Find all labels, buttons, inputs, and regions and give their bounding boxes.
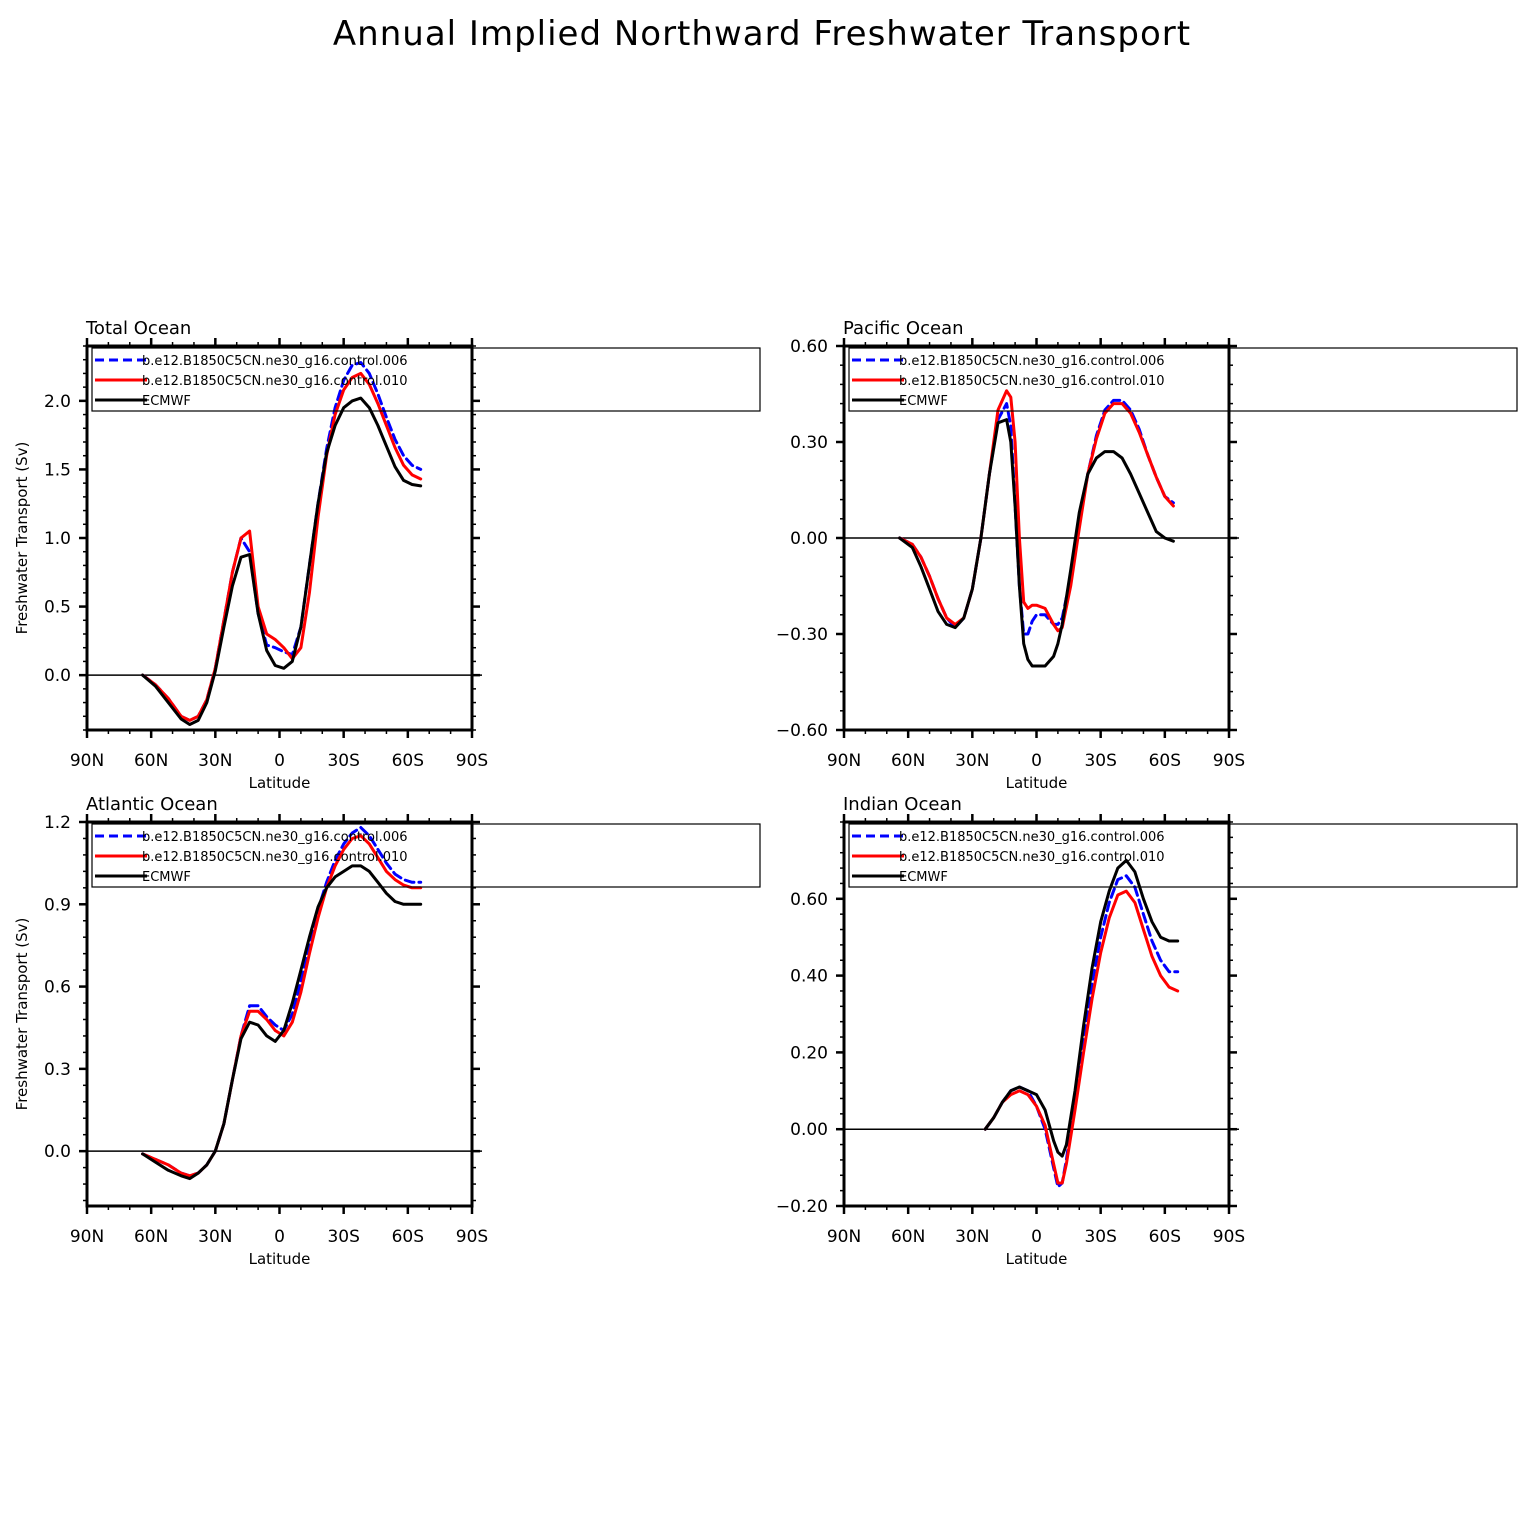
series-line-2 (141, 371, 423, 722)
legend-label-1: b.e12.B1850C5CN.ne30_g16.control.006 (899, 830, 1165, 845)
y-tick-label: 0.6 (44, 978, 71, 998)
y-tick-label: 0.40 (790, 967, 828, 987)
y-tick-label: 1.0 (44, 529, 71, 549)
y-tick-label: 0.0 (44, 1142, 71, 1162)
y-tick-label: 0.00 (790, 529, 828, 549)
x-tick-label: 0 (274, 751, 285, 771)
legend-label-3: ECMWF (142, 394, 191, 409)
x-tick-label: 60N (891, 751, 925, 771)
legend-label-3: ECMWF (899, 870, 948, 885)
y-tick-label: −0.30 (776, 625, 828, 645)
y-tick-label: 0.0 (44, 666, 71, 686)
legend-label-3: ECMWF (899, 394, 948, 409)
x-tick-label: 60S (392, 751, 424, 771)
legend-label-1: b.e12.B1850C5CN.ne30_g16.control.006 (142, 354, 408, 369)
series-line-3 (983, 858, 1180, 1158)
legend-label-2: b.e12.B1850C5CN.ne30_g16.control.010 (142, 850, 408, 865)
y-tick-label: 0.20 (790, 1043, 828, 1063)
x-tick-label: 60N (134, 751, 168, 771)
panel-total-ocean: 90N 60N 30N 0 30S 60S 90S 0.0 0.5 1.0 1.5 2.0 Total … (13, 318, 761, 792)
x-tick-label: 30N (198, 751, 232, 771)
x-tick-label: 30N (198, 1227, 232, 1247)
x-tick-label: 60S (1149, 751, 1181, 771)
x-tick-label: 60N (891, 1227, 925, 1247)
x-tick-label: 30S (1084, 1227, 1116, 1247)
series-line-1 (898, 398, 1175, 636)
panel-title: Pacific Ocean (843, 318, 964, 339)
y-tick-label: 0.60 (790, 890, 828, 910)
x-tick-label: 30S (327, 751, 359, 771)
series-line-3 (898, 418, 1175, 668)
x-tick-label: 30S (1084, 751, 1116, 771)
y-axis-label: Freshwater Transport (Sv) (13, 918, 31, 1111)
x-tick-label: 0 (274, 1227, 285, 1247)
x-axis-label: Latitude (249, 774, 311, 792)
x-tick-label: 90S (1213, 1227, 1245, 1247)
legend-box (848, 347, 1518, 412)
y-tick-label: −0.60 (776, 721, 828, 741)
y-tick-label: 0.5 (44, 598, 71, 618)
y-tick-label: 0.00 (790, 1120, 828, 1140)
x-tick-label: 90N (70, 751, 104, 771)
y-axis-label: Freshwater Transport (Sv) (13, 442, 31, 635)
legend-label-2: b.e12.B1850C5CN.ne30_g16.control.010 (142, 374, 408, 389)
panel-pacific-ocean: 90N 60N 30N 0 30S 60S 90S −0.60 −0.30 0.00 0.30 0.6… (776, 318, 1518, 792)
series-line-3 (141, 864, 423, 1181)
x-tick-label: 60S (392, 1227, 424, 1247)
series-line-3 (141, 396, 423, 726)
legend-label-2: b.e12.B1850C5CN.ne30_g16.control.010 (899, 374, 1165, 389)
y-tick-label: 1.2 (44, 813, 71, 833)
y-tick-label: −0.20 (776, 1197, 828, 1217)
y-tick-label: 0.9 (44, 895, 71, 915)
series-line-2 (983, 889, 1180, 1185)
x-tick-label: 90N (70, 1227, 104, 1247)
series-line-2 (898, 389, 1175, 633)
x-axis-label: Latitude (1006, 1250, 1068, 1268)
x-tick-label: 30N (955, 1227, 989, 1247)
x-tick-label: 30N (955, 751, 989, 771)
legend-box (848, 823, 1518, 888)
panel-indian-ocean: 90N 60N 30N 0 30S 60S 90S −0.20 0.00 0.20 0.40 0.60… (776, 794, 1518, 1268)
x-tick-label: 30S (327, 1227, 359, 1247)
legend-label-1: b.e12.B1850C5CN.ne30_g16.control.006 (142, 830, 408, 845)
x-tick-label: 0 (1031, 1227, 1042, 1247)
panel-title: Indian Ocean (843, 794, 962, 815)
y-tick-label: 2.0 (44, 392, 71, 412)
y-tick-label: 0.30 (790, 433, 828, 453)
legend-label-3: ECMWF (142, 870, 191, 885)
x-tick-label: 90N (827, 751, 861, 771)
x-tick-label: 90N (827, 1227, 861, 1247)
x-axis-label: Latitude (1006, 774, 1068, 792)
legend-box (91, 347, 761, 412)
x-tick-label: 90S (456, 1227, 488, 1247)
legend-box (91, 823, 761, 888)
legend-label-1: b.e12.B1850C5CN.ne30_g16.control.006 (899, 354, 1165, 369)
x-tick-label: 90S (1213, 751, 1245, 771)
x-tick-label: 0 (1031, 751, 1042, 771)
x-tick-label: 90S (456, 751, 488, 771)
panel-atlantic-ocean: 90N 60N 30N 0 30S 60S 90S 0.0 0.3 0.6 0.9 1.2 Atlant… (13, 794, 761, 1268)
figure-title: Annual Implied Northward Freshwater Tran… (333, 14, 1191, 54)
y-tick-label: 1.5 (44, 460, 71, 480)
legend-label-2: b.e12.B1850C5CN.ne30_g16.control.010 (899, 850, 1165, 865)
panel-title: Atlantic Ocean (86, 794, 218, 815)
x-tick-label: 60S (1149, 1227, 1181, 1247)
y-tick-label: 0.3 (44, 1060, 71, 1080)
x-axis-label: Latitude (249, 1250, 311, 1268)
panel-title: Total Ocean (85, 318, 191, 339)
x-tick-label: 60N (134, 1227, 168, 1247)
y-tick-label: 0.60 (790, 337, 828, 357)
